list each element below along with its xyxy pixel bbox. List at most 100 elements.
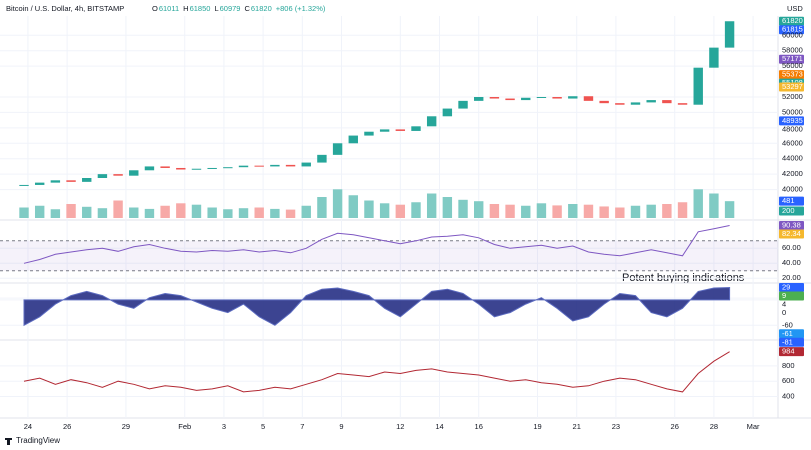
volume-bar: [113, 200, 123, 218]
candle: [129, 170, 139, 176]
price-marker: [779, 206, 804, 216]
candle: [285, 164, 296, 167]
volume-bar: [97, 208, 108, 218]
price-marker: [779, 347, 804, 357]
ohlc-value: 60979: [220, 4, 241, 13]
price-marker-label: 53297: [782, 82, 803, 91]
volume-bar: [583, 204, 594, 218]
x-tick-label: 5: [261, 422, 265, 431]
volume-bar: [646, 204, 656, 218]
price-marker-label: 90.38: [782, 220, 801, 229]
y-tick-label: 800: [782, 361, 795, 370]
rsi-band: [0, 240, 778, 271]
candle: [489, 97, 500, 99]
y-tick-label: 52000: [782, 92, 803, 101]
volume-bar: [129, 207, 139, 218]
y-tick-label: 20.00: [782, 273, 801, 282]
volume-bar: [411, 202, 421, 218]
candle: [599, 100, 609, 104]
volume-bar: [285, 209, 296, 218]
y-tick-label: 0: [782, 308, 786, 317]
x-tick-label: 26: [671, 422, 679, 431]
price-marker-label: 57171: [782, 54, 803, 63]
ohlc-label: O: [152, 4, 158, 13]
candle: [348, 135, 358, 144]
price-marker-label: 55373: [782, 70, 803, 79]
symbol: Bitcoin / U.S. Dollar, 4h, BITSTAMP: [6, 4, 124, 13]
candle: [317, 154, 327, 163]
candle: [662, 100, 672, 104]
price-marker-label: 9: [782, 291, 786, 300]
candle: [568, 96, 578, 99]
candle: [458, 100, 468, 109]
x-tick-label: 12: [396, 422, 404, 431]
volume-bar: [82, 206, 92, 218]
candle: [693, 67, 703, 105]
volume-bar: [348, 195, 358, 218]
volume-bar: [238, 208, 249, 218]
candle: [630, 102, 641, 105]
candle: [254, 165, 264, 167]
price-marker-label: -61: [782, 329, 793, 338]
y-tick-label: -60: [782, 320, 793, 329]
currency: USD: [787, 4, 803, 13]
x-tick-label: 21: [573, 422, 581, 431]
volume-bar: [458, 199, 468, 218]
y-tick-label: 46000: [782, 138, 803, 147]
brand-logo: [5, 438, 12, 445]
price-marker-label: 481: [782, 196, 795, 205]
price-marker-label: 61820: [782, 16, 803, 25]
x-tick-label: 23: [612, 422, 620, 431]
y-tick-label: 44000: [782, 154, 803, 163]
candle: [677, 103, 688, 105]
change: +806 (+1.32%): [276, 4, 326, 13]
candle: [474, 97, 484, 101]
volume-bar: [599, 206, 609, 218]
volume-bar: [317, 197, 327, 218]
volume-bar: [19, 207, 29, 218]
y-tick-label: 40000: [782, 185, 803, 194]
price-marker: [779, 25, 804, 35]
y-tick-label: 40.00: [782, 258, 801, 267]
volume-bar: [379, 203, 390, 218]
volume-bar: [207, 207, 217, 218]
volume-bar: [301, 205, 311, 218]
price-marker-label: 61815: [782, 25, 803, 34]
x-tick-label: Mar: [747, 422, 760, 431]
candle: [332, 143, 343, 155]
ohlc-label: C: [244, 4, 250, 13]
price-marker: [779, 16, 804, 26]
candle: [583, 96, 594, 101]
y-tick-label: 50000: [782, 107, 803, 116]
price-marker: [779, 220, 804, 230]
candle: [364, 131, 374, 136]
candle: [709, 47, 719, 68]
candle: [19, 184, 29, 186]
volume-bar: [34, 205, 45, 218]
volume-bar: [191, 204, 202, 218]
volume-bar: [568, 204, 578, 218]
price-marker-label: 48935: [782, 116, 803, 125]
candle: [82, 178, 92, 182]
y-tick-label: 4: [782, 300, 786, 309]
price-marker: [779, 329, 804, 339]
y-tick-label: 60.00: [782, 243, 801, 252]
candle: [50, 180, 61, 183]
price-marker: [779, 291, 804, 301]
y-tick-label: 60000: [782, 30, 803, 39]
volume-bar: [270, 208, 280, 218]
candle: [395, 129, 406, 131]
y-tick-label: 56000: [782, 61, 803, 70]
candle: [176, 167, 186, 170]
x-tick-label: 3: [222, 422, 226, 431]
price-marker-label: -81: [782, 337, 793, 346]
price-marker: [779, 82, 804, 92]
volume-bar: [630, 205, 641, 218]
indicator-line: [23, 351, 730, 393]
volume-bar: [489, 204, 500, 218]
x-tick-label: 14: [435, 422, 443, 431]
candle: [379, 129, 390, 132]
candle: [66, 180, 76, 182]
price-marker: [779, 283, 804, 293]
x-tick-label: 9: [339, 422, 343, 431]
